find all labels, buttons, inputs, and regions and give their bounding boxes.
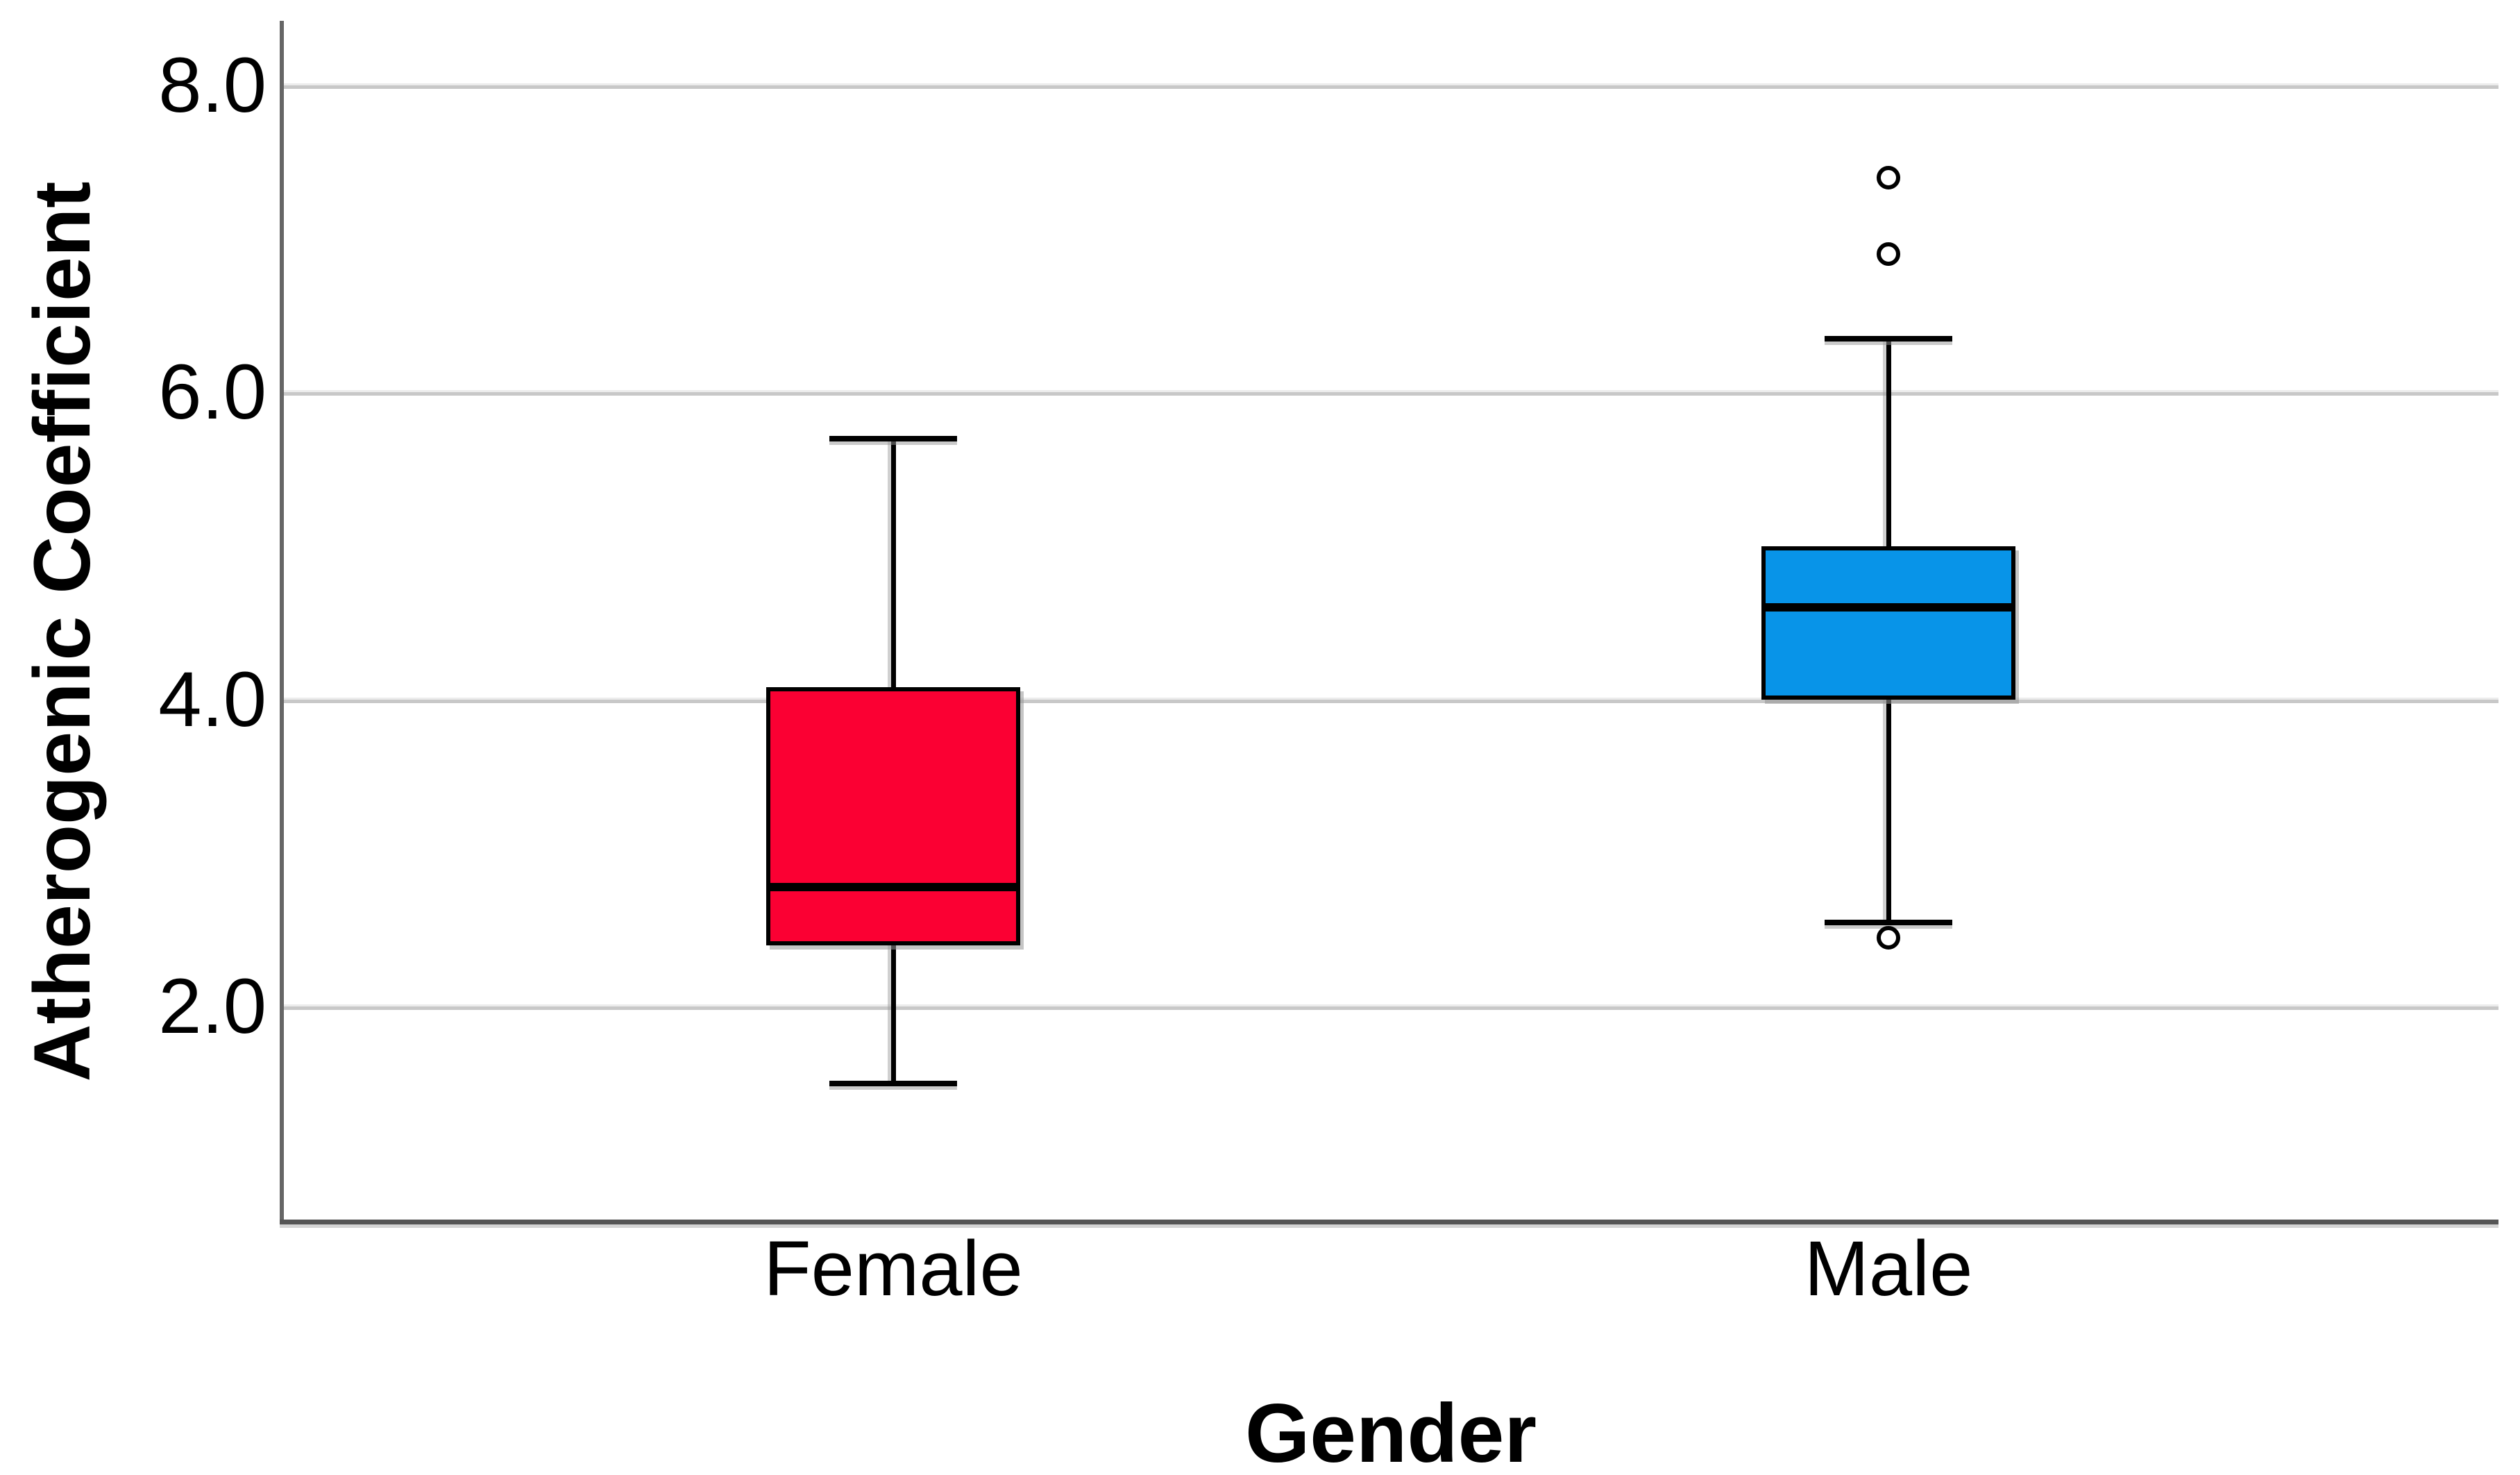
x-axis-title: Gender — [1244, 1387, 1537, 1475]
gridline — [282, 1004, 2498, 1011]
outlier-point-male — [1877, 165, 1900, 189]
outlier-point-male — [1877, 925, 1900, 950]
category-label-female: Female — [763, 1225, 1023, 1312]
y-tick-label: 2.0 — [158, 963, 267, 1050]
whisker-upper-male — [1886, 338, 1891, 546]
box-female — [766, 687, 1020, 945]
y-axis-line — [280, 21, 284, 1222]
y-tick-label: 8.0 — [158, 41, 267, 128]
y-tick-label: 4.0 — [158, 655, 267, 743]
whisker-upper-female — [890, 438, 896, 688]
whisker-cap-lower-female — [829, 1080, 957, 1086]
gridline — [282, 390, 2498, 396]
whisker-lower-female — [890, 945, 896, 1084]
whisker-cap-lower-male — [1825, 919, 1952, 925]
outlier-point-male — [1877, 242, 1900, 267]
whisker-lower-male — [1886, 699, 1891, 922]
box-male — [1761, 546, 2015, 700]
gridline — [282, 697, 2498, 703]
whisker-cap-upper-female — [829, 435, 957, 441]
category-label-male: Male — [1804, 1225, 1973, 1312]
x-axis-line — [280, 1220, 2498, 1224]
gridline — [282, 83, 2498, 89]
median-line-male — [1761, 603, 2015, 612]
whisker-cap-upper-male — [1825, 335, 1952, 342]
y-tick-label: 6.0 — [158, 348, 267, 436]
median-line-female — [766, 882, 1020, 891]
